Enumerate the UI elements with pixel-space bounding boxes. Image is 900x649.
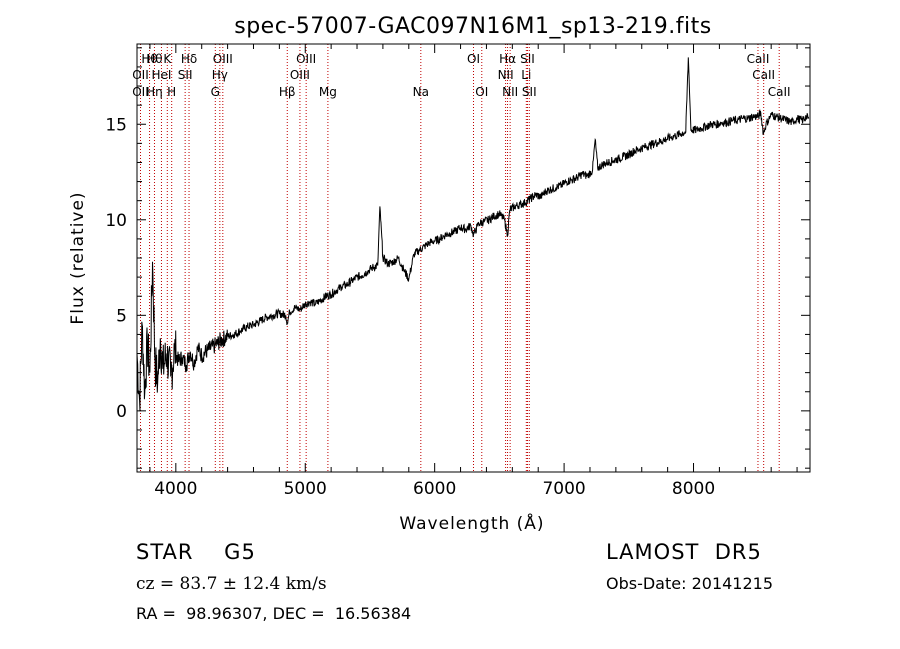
- y-axis-label: Flux (relative): [68, 191, 88, 324]
- line-label-lines_top-9: CaII: [747, 52, 770, 66]
- line-label-lines_mid-4: OIII: [290, 68, 310, 82]
- x-tick-label-7000: 7000: [542, 479, 585, 499]
- line-label-lines_mid-1: HeI: [151, 68, 171, 82]
- spectrum-line: [136, 57, 810, 412]
- y-tick-label-15: 15: [105, 115, 127, 135]
- line-label-lines_top-4: OIII: [213, 52, 233, 66]
- y-tick-label-10: 10: [105, 211, 127, 231]
- line-label-lines_top-7: Hα: [499, 52, 516, 66]
- line-label-lines_bot-5: Mg: [319, 85, 337, 99]
- line-label-lines_mid-6: Li: [521, 68, 531, 82]
- y-tick-label-5: 5: [116, 306, 127, 326]
- x-tick-label-4000: 4000: [154, 479, 197, 499]
- observation-date: Obs-Date: 20141215: [606, 574, 774, 593]
- line-label-lines_top-0: Hθ: [141, 52, 157, 66]
- y-tick-label-0: 0: [116, 402, 127, 422]
- x-tick-label-5000: 5000: [284, 479, 327, 499]
- line-label-lines_mid-5: NII: [498, 68, 514, 82]
- axes: 4000 5000 6000 7000 8000 0 5 10 15: [105, 43, 811, 499]
- line-label-lines_bot-8: NII: [502, 85, 518, 99]
- redshift-cz: cz = 83.7 ± 12.4 km/s: [136, 574, 327, 594]
- line-label-lines_mid-0: OII: [132, 68, 149, 82]
- line-label-lines_mid-7: CaII: [752, 68, 775, 82]
- line-label-lines_top-6: OI: [467, 52, 480, 66]
- x-tick-label-6000: 6000: [413, 479, 456, 499]
- line-label-lines_bot-7: OI: [475, 85, 488, 99]
- line-label-lines_top-3: Hδ: [181, 52, 197, 66]
- survey-name: LAMOST DR5: [606, 540, 762, 564]
- line-label-lines_top-1: Hθ: [146, 52, 162, 66]
- line-label-lines_bot-9: SII: [522, 85, 537, 99]
- line-label-lines_bot-2: H: [167, 85, 176, 99]
- spectrum-series: [136, 57, 810, 412]
- line-label-lines_top-5: OIII: [296, 52, 316, 66]
- line-label-lines_bot-10: CaII: [768, 85, 791, 99]
- object-class: STAR G5: [136, 540, 256, 564]
- coordinates-radec: RA = 98.96307, DEC = 16.56384: [136, 604, 412, 623]
- line-label-lines_bot-6: Na: [413, 85, 429, 99]
- line-label-lines_top-8: SII: [520, 52, 535, 66]
- line-label-lines_mid-2: SII: [178, 68, 193, 82]
- line-label-lines_bot-4: Hβ: [279, 85, 296, 99]
- x-tick-label-8000: 8000: [672, 479, 715, 499]
- line-label-lines_bot-3: G: [211, 85, 220, 99]
- line-label-lines_mid-3: Hγ: [212, 68, 228, 82]
- chart-title: spec-57007-GAC097N16M1_sp13-219.fits: [234, 14, 712, 39]
- x-axis-label: Wavelength (Å): [399, 512, 544, 534]
- spectrum-chart: spec-57007-GAC097N16M1_sp13-219.fits HθH…: [68, 14, 811, 534]
- line-label-lines_bot-1: Hη: [146, 85, 163, 99]
- line-label-lines_bot-0: OII: [132, 85, 149, 99]
- line-label-lines_top-2: K: [163, 52, 172, 66]
